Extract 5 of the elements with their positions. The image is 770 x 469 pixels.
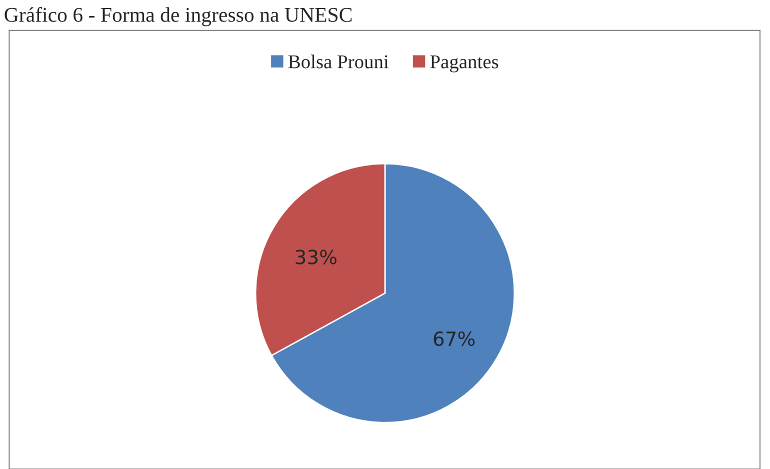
legend-label: Bolsa Prouni [288,54,389,68]
data-label: 67% [434,331,475,346]
legend-label: Pagantes [430,55,498,72]
chart-title: Gráfico 6 - Forma de ingresso na UNESC [4,7,352,26]
data-label: 33% [296,250,336,264]
